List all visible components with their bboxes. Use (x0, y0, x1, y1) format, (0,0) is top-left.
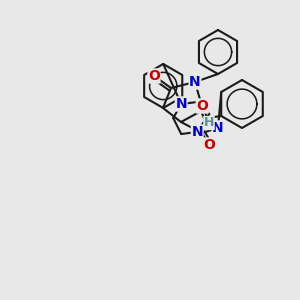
Text: O: O (148, 69, 160, 83)
Text: N: N (191, 125, 203, 139)
Text: N: N (189, 75, 201, 89)
Text: H: H (204, 116, 214, 130)
Text: N: N (176, 97, 187, 111)
Text: O: O (196, 99, 208, 113)
Text: O: O (203, 138, 215, 152)
Text: N: N (212, 121, 224, 135)
